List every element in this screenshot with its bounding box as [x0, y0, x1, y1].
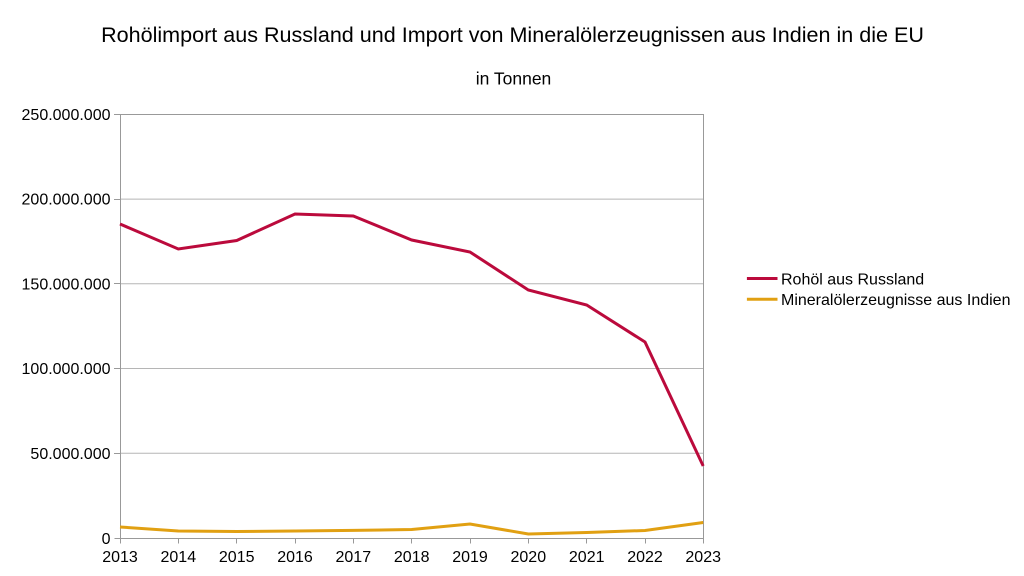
svg-text:2021: 2021: [569, 549, 605, 566]
svg-text:2013: 2013: [102, 549, 138, 566]
svg-text:200.000.000: 200.000.000: [22, 192, 111, 209]
svg-text:Mineralölerzeugnisse aus Indie: Mineralölerzeugnisse aus Indien: [781, 292, 1010, 309]
svg-text:2017: 2017: [336, 549, 372, 566]
svg-text:2014: 2014: [161, 549, 197, 566]
svg-text:2015: 2015: [219, 549, 255, 566]
svg-text:100.000.000: 100.000.000: [22, 361, 111, 378]
svg-text:150.000.000: 150.000.000: [22, 276, 111, 293]
svg-text:in Tonnen: in Tonnen: [476, 68, 552, 88]
svg-text:Rohöl aus Russland: Rohöl aus Russland: [781, 271, 924, 288]
svg-text:2018: 2018: [394, 549, 430, 566]
svg-text:250.000.000: 250.000.000: [22, 107, 111, 124]
svg-text:2020: 2020: [511, 549, 547, 566]
svg-text:2023: 2023: [685, 549, 721, 566]
svg-text:2022: 2022: [627, 549, 663, 566]
svg-text:2019: 2019: [452, 549, 488, 566]
svg-text:50.000.000: 50.000.000: [30, 446, 110, 463]
svg-text:2016: 2016: [277, 549, 313, 566]
svg-text:0: 0: [102, 531, 111, 548]
svg-text:Rohölimport aus Russland und I: Rohölimport aus Russland und Import von …: [101, 22, 924, 47]
